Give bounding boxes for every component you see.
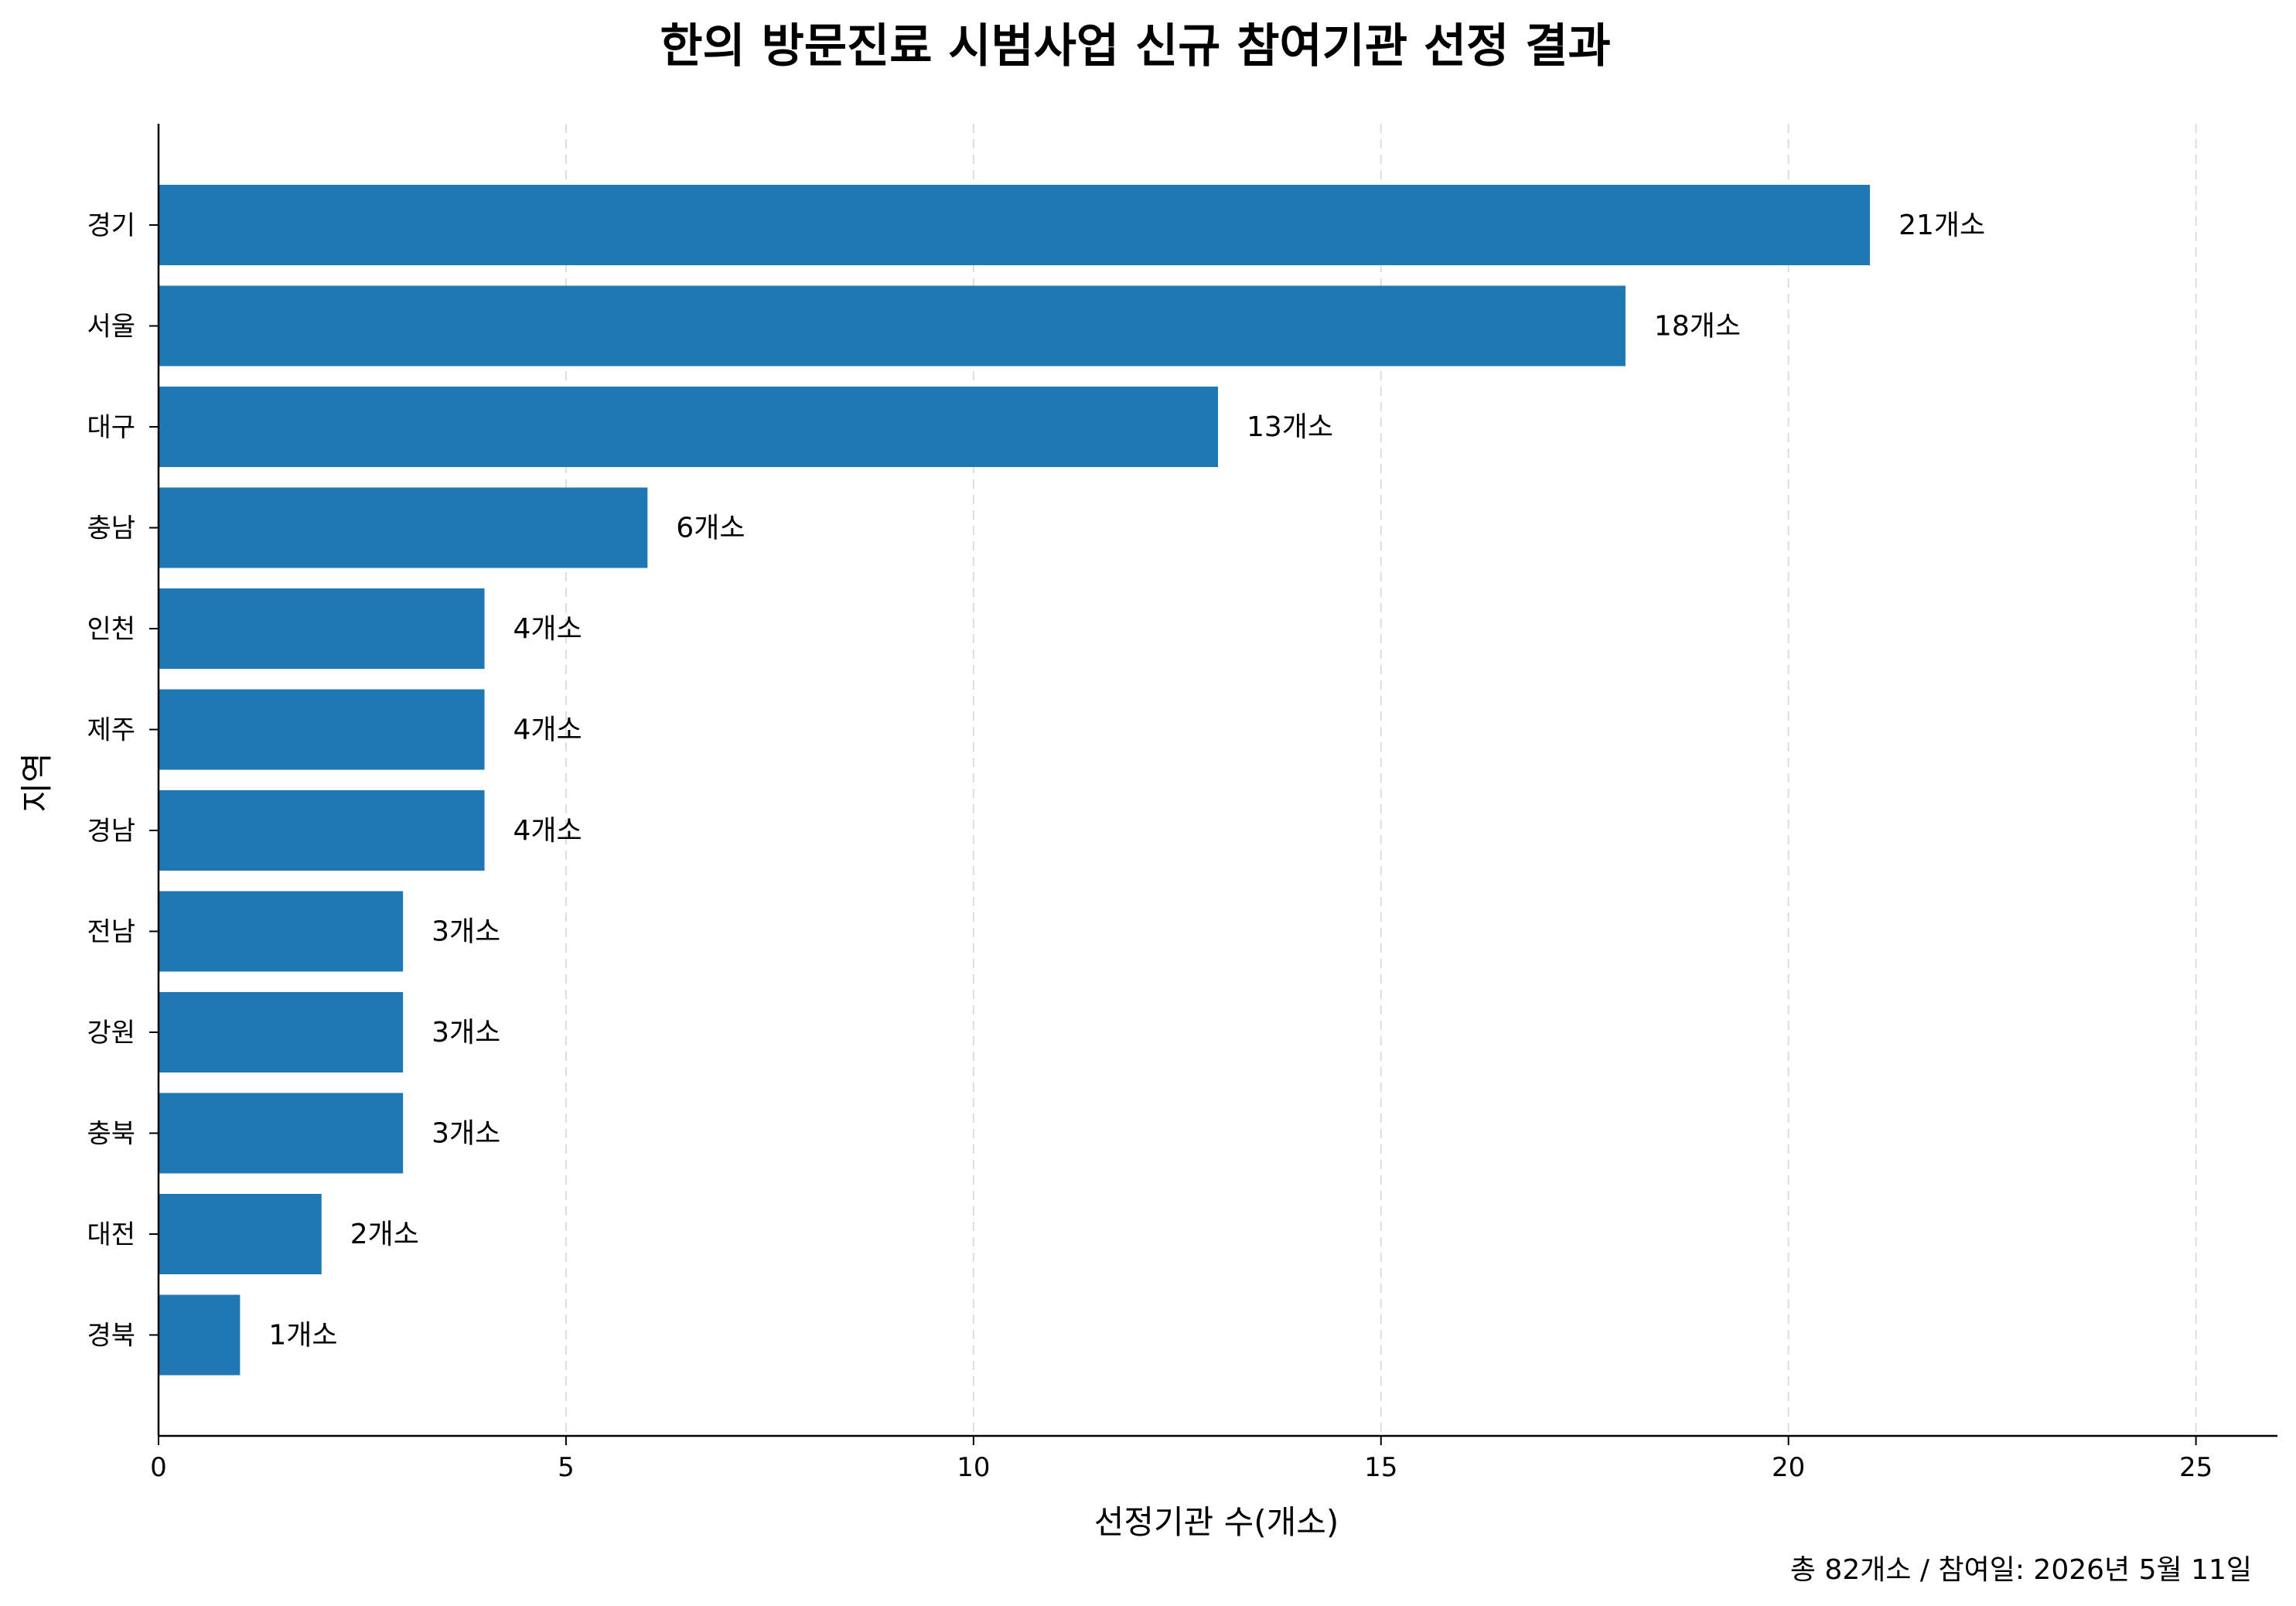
x-tick-label: 20: [1772, 1452, 1805, 1483]
bar: [159, 588, 485, 669]
bar: [159, 285, 1626, 367]
bar-data-label: 4개소: [513, 815, 582, 847]
bar: [159, 790, 485, 871]
bar: [159, 387, 1218, 467]
bar-data-label: 13개소: [1247, 411, 1333, 443]
bar: [159, 689, 485, 770]
x-tick-label: 10: [957, 1452, 990, 1483]
data-labels: 21개소 18개소 13개소 6개소 4개소 4개소 4개소 3개소 3개소 3개소 2개소 1개소: [268, 210, 1985, 1352]
x-tick-label: 5: [558, 1452, 575, 1483]
bar: [159, 487, 648, 568]
y-tick-label: 대전: [87, 1219, 135, 1250]
y-tick-label: 경기: [87, 210, 135, 241]
axes: [157, 124, 2277, 1437]
y-tick-label: 전남: [87, 917, 135, 948]
footnote: 총 82개소 / 참여일: 2026년 5월 11일: [1790, 1554, 2252, 1586]
bar: [159, 185, 1871, 265]
y-tick-label: 경남: [87, 816, 135, 847]
bar: [159, 1194, 322, 1274]
chart-title: 한의 방문진료 시범사업 신규 참여기관 선정 결과: [660, 19, 1610, 73]
y-tick-label: 서울: [87, 312, 135, 343]
bar-data-label: 1개소: [268, 1320, 337, 1352]
bar-data-label: 3개소: [432, 916, 500, 948]
bar-data-label: 21개소: [1899, 210, 1985, 241]
bar-data-label: 2개소: [350, 1219, 419, 1250]
x-tick-labels: 0 5 10 15 20 25: [150, 1436, 2212, 1483]
x-tick-label: 0: [150, 1452, 167, 1483]
bar-data-label: 3개소: [432, 1017, 500, 1049]
y-tick-label: 충북: [87, 1119, 135, 1150]
bar-data-label: 6개소: [676, 513, 745, 544]
bar: [159, 1093, 404, 1174]
bar-data-label: 4개소: [513, 613, 582, 645]
bars: [159, 185, 1871, 1376]
x-tick-label: 25: [2179, 1452, 2212, 1483]
y-tick-label: 제주: [87, 715, 135, 746]
y-tick-label: 경북: [87, 1321, 135, 1352]
bar-data-label: 4개소: [513, 714, 582, 746]
bar: [159, 1294, 241, 1376]
x-tick-label: 15: [1364, 1452, 1397, 1483]
y-tick-label: 충남: [87, 513, 135, 544]
bar-data-label: 18개소: [1654, 311, 1741, 343]
bar: [159, 992, 404, 1072]
y-axis-label: 지역: [18, 752, 56, 812]
y-tick-label: 인천: [87, 614, 135, 645]
y-tick-label: 강원: [87, 1018, 135, 1049]
bar: [159, 891, 404, 972]
x-axis-label: 선정기관 수(개소): [1094, 1503, 1339, 1541]
y-tick-label: 대구: [87, 412, 135, 443]
bar-data-label: 3개소: [432, 1118, 500, 1150]
